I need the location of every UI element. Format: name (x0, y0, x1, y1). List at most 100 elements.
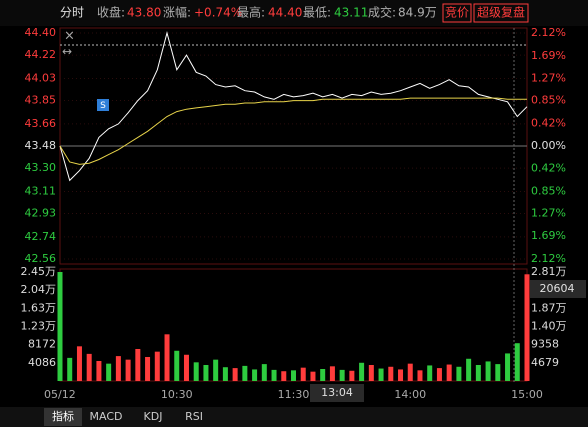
volume-bar (378, 368, 384, 381)
cursor-box (530, 280, 586, 298)
volume-bar (174, 350, 180, 381)
volume-bar (164, 334, 170, 381)
y2-tick-label: 1.40万 (531, 320, 567, 333)
y2-tick-label: 2.12% (531, 26, 566, 39)
label: 涨幅: (163, 5, 191, 20)
mode: 分时 (60, 6, 84, 20)
y2-tick-label: 2.81万 (531, 265, 567, 278)
y2-tick-label: 2.12% (531, 252, 566, 265)
tab-bar (0, 407, 588, 427)
button[interactable] (442, 3, 472, 23)
x-tick-label: 05/12 (44, 388, 76, 401)
y-tick-label: 44.22 (25, 48, 57, 61)
x-tick-label: 10:30 (161, 388, 193, 401)
volume-bar (427, 365, 433, 381)
label: 最低: (303, 6, 331, 20)
y2-tick-label: 0.85% (531, 94, 566, 107)
y2-tick-label: 1.69% (531, 49, 566, 62)
tab[interactable]: KDJ (144, 410, 163, 423)
volume-bar (339, 369, 345, 381)
y-tick-label: 2.45万 (21, 265, 57, 278)
series-line (59, 31, 528, 182)
volume-bar (135, 348, 141, 381)
volume-bar (96, 360, 102, 381)
volume-bar (203, 364, 209, 381)
volume-bar (524, 274, 530, 381)
y-tick-label: 4086 (28, 356, 56, 369)
button-label[interactable]: 超级复盘 (477, 5, 525, 20)
tab[interactable]: RSI (185, 410, 203, 423)
tab-active[interactable] (44, 408, 82, 426)
volume-bar (242, 365, 248, 381)
signal-marker (97, 99, 109, 111)
y-tick-label: 8172 (28, 338, 56, 351)
y-tick-label: 1.63万 (21, 301, 57, 314)
volume-bar (261, 364, 267, 381)
y-tick-label: 44.40 (25, 26, 57, 39)
volume-bar (281, 371, 287, 381)
volume-bar (183, 354, 189, 381)
expand-icon[interactable]: ↔ (62, 45, 72, 59)
volume-bar (271, 369, 277, 381)
y2-tick-label: 9358 (531, 338, 559, 351)
signal-marker-label: S (100, 101, 106, 111)
label: 成交: (368, 5, 396, 20)
value: 84.9万 (398, 6, 437, 20)
label: 最高: (237, 5, 265, 20)
value: 43.80 (127, 6, 161, 20)
y2-tick-label: 1.69% (531, 229, 566, 242)
volume-bar (388, 366, 394, 381)
close-icon[interactable]: × (64, 29, 75, 44)
volume-bar (368, 364, 374, 381)
volume-bar (300, 367, 306, 381)
volume-bar (407, 363, 413, 381)
volume-bar (466, 358, 472, 381)
y-tick-label: 43.11 (25, 184, 57, 197)
y-tick-label: 42.74 (25, 230, 57, 243)
y-tick-label: 44.03 (25, 71, 57, 84)
y-tick-label: 2.04万 (21, 283, 57, 296)
volume-bar (417, 370, 423, 381)
cursor-volume: 20604 (540, 282, 575, 295)
y-tick-label: 43.85 (25, 94, 57, 107)
volume-bar (57, 272, 63, 381)
y2-tick-label: 1.27% (531, 207, 566, 220)
volume-bar (495, 364, 501, 381)
y2-tick-label: 1.87万 (531, 301, 567, 314)
y-tick-label: 43.48 (25, 139, 57, 152)
y-tick-label: 1.23万 (21, 320, 57, 333)
volume-bar (125, 359, 131, 381)
y2-tick-label: 4679 (531, 356, 559, 369)
value: 44.40 (268, 6, 302, 20)
button[interactable] (473, 3, 529, 23)
y2-tick-label: 0.00% (531, 139, 566, 152)
x-tick-label: 14:00 (394, 388, 426, 401)
volume-bar (505, 353, 511, 381)
tab[interactable]: 指标 (52, 409, 74, 423)
value: +0.74% (194, 6, 242, 20)
button-label[interactable]: 竞价 (445, 6, 469, 20)
volume-bar (154, 351, 160, 381)
cursor-box (310, 384, 364, 402)
tab[interactable]: MACD (90, 410, 123, 423)
y-tick-label: 42.93 (25, 207, 57, 220)
volume-bar (222, 367, 228, 381)
volume-bar (213, 359, 219, 381)
volume-bar (310, 371, 316, 381)
y2-tick-label: 1.27% (531, 71, 566, 84)
volume-bar (514, 343, 520, 381)
volume-bar (329, 366, 335, 381)
volume-bar (456, 366, 462, 381)
volume-bar (86, 353, 92, 381)
volume-bar (320, 368, 326, 381)
volume-bar (252, 369, 258, 381)
volume-bar (67, 357, 73, 381)
volume-bar (475, 364, 481, 381)
volume-bar (485, 361, 491, 381)
volume-bar (291, 370, 296, 381)
y-tick-label: 43.30 (25, 161, 57, 174)
volume-bar (232, 368, 238, 381)
volume-bar (145, 356, 151, 381)
y2-tick-label: 0.42% (531, 117, 566, 130)
